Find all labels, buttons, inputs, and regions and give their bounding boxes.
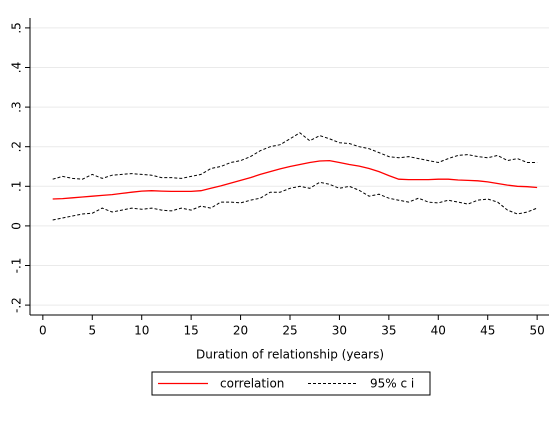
- y-tick-label: .4: [10, 62, 24, 73]
- legend-label: 95% c i: [370, 377, 414, 391]
- y-tick-label: 0: [10, 222, 24, 230]
- y-tick-label: .2: [10, 141, 24, 152]
- x-tick-label: 15: [183, 324, 198, 338]
- x-tick-label: 20: [233, 324, 248, 338]
- ci-lower-line: [52, 181, 538, 221]
- x-tick-label: 10: [134, 324, 149, 338]
- y-tick-label: .1: [10, 181, 24, 192]
- x-axis-label: Duration of relationship (years): [196, 348, 384, 362]
- y-tick-label: .5: [10, 22, 24, 33]
- x-tick-label: 25: [282, 324, 297, 338]
- correlation-line: [52, 159, 538, 200]
- y-tick-label: -.1: [10, 258, 24, 274]
- y-tick-label: -.2: [10, 297, 24, 313]
- x-tick-label: 35: [381, 324, 396, 338]
- x-tick-label: 45: [480, 324, 495, 338]
- x-tick-label: 50: [529, 324, 544, 338]
- ci-upper-line: [52, 132, 538, 180]
- x-tick-label: 40: [431, 324, 446, 338]
- legend-label: correlation: [220, 377, 284, 391]
- y-tick-label: .3: [10, 101, 24, 112]
- x-tick-label: 30: [332, 324, 347, 338]
- x-tick-label: 5: [88, 324, 96, 338]
- x-tick-label: 0: [39, 324, 47, 338]
- legend-box: [151, 371, 431, 396]
